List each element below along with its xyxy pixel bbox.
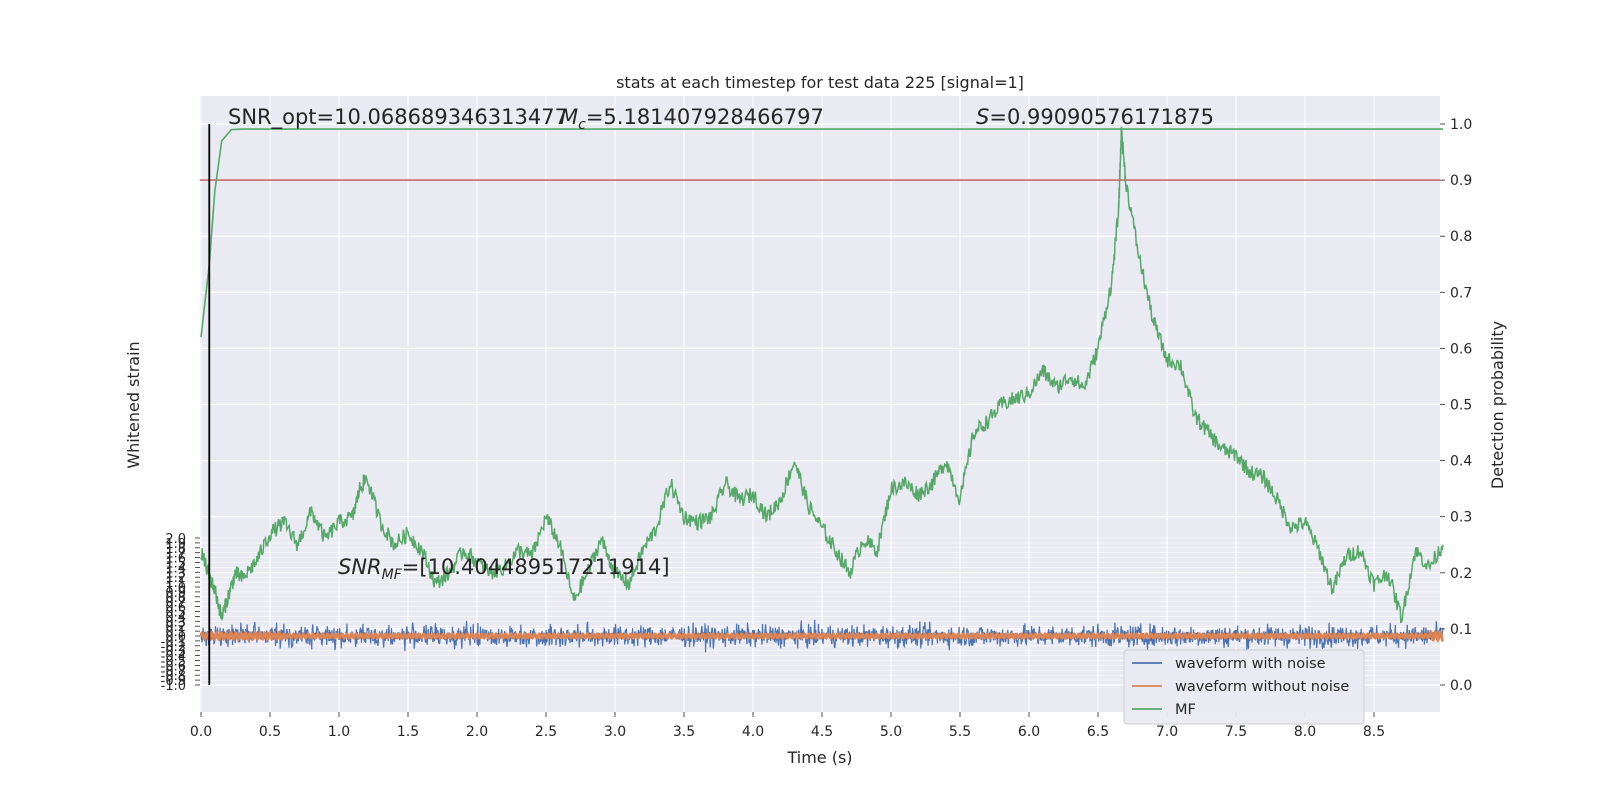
y-left-tick-label: -0.8 bbox=[161, 669, 186, 684]
chirp-mass-value: =5.181407928466797 bbox=[586, 105, 824, 129]
y-right-tick-label: 0.6 bbox=[1450, 341, 1472, 357]
snr-mf-annotation: SNRMF=[10.404489517211914] bbox=[338, 555, 670, 583]
waveform-without-noise-line bbox=[199, 629, 1444, 643]
y-left-tick-label: 0.0 bbox=[165, 630, 186, 645]
y-left-tick-label: 0.6 bbox=[165, 601, 186, 616]
y-right-tick-label: 0.8 bbox=[1450, 229, 1472, 245]
y-left-tick-label: -0.2 bbox=[161, 640, 186, 655]
y-left-tick-label: 1.1 bbox=[165, 576, 186, 591]
y-left-tick-label: -0.1 bbox=[161, 635, 186, 650]
x-tick-label: 3.0 bbox=[604, 724, 626, 740]
y-left-tick-label: -0.9 bbox=[161, 674, 186, 689]
y-left-tick-label: 2.0 bbox=[165, 532, 186, 547]
chirp-mass-symbol: M bbox=[560, 105, 578, 129]
x-tick-label: 8.5 bbox=[1363, 724, 1385, 740]
chirp-mass-subscript: c bbox=[578, 117, 586, 133]
axis-layer: 0.0 0.5 1.0 1.5 2.0 2.5 3.0 3.5 4.0 4.5 5.0 5.5 6.0 6… bbox=[161, 117, 1473, 740]
y-left-tick-label: 0.5 bbox=[165, 606, 186, 621]
chart-title: stats at each timestep for test data 225… bbox=[616, 73, 1024, 92]
x-tick-label: 5.0 bbox=[880, 724, 902, 740]
mf-line bbox=[200, 126, 1444, 624]
x-tick-label: 1.5 bbox=[397, 724, 419, 740]
y-left-tick-label: 1.3 bbox=[165, 566, 186, 581]
x-tick-label: 2.0 bbox=[466, 724, 488, 740]
y-left-tick-label: 0.1 bbox=[165, 625, 186, 640]
y-right-tick-label: 0.0 bbox=[1450, 678, 1472, 694]
x-tick-label: 4.0 bbox=[742, 724, 764, 740]
y-left-tick-label: 0.2 bbox=[165, 620, 186, 635]
x-axis-label: Time (s) bbox=[786, 748, 852, 767]
y-left-tick-label: 1.7 bbox=[165, 547, 186, 562]
x-tick-label: 7.0 bbox=[1156, 724, 1178, 740]
snr-opt-annotation: SNR_opt=10.068689346313477 bbox=[228, 105, 568, 130]
s-value: =0.99090576171875 bbox=[989, 105, 1214, 129]
legend-label-clean: waveform without noise bbox=[1175, 679, 1349, 695]
legend: waveform with noise waveform without noi… bbox=[1123, 649, 1365, 725]
y-left-tick-label: 1.2 bbox=[165, 571, 186, 586]
s-symbol: S bbox=[976, 105, 989, 129]
y-right-tick-label: 1.0 bbox=[1450, 117, 1472, 133]
x-tick-label: 7.5 bbox=[1225, 724, 1247, 740]
snr-mf-value: =[10.404489517211914] bbox=[402, 555, 670, 579]
y-left-tick-label: 1.0 bbox=[165, 581, 186, 596]
series-layer bbox=[199, 124, 1444, 685]
y-left-tick-label: 1.6 bbox=[165, 552, 186, 567]
y-left-tick-label: 1.9 bbox=[165, 537, 186, 552]
y-right-tick-label: 0.5 bbox=[1450, 398, 1472, 414]
x-tick-label: 6.5 bbox=[1087, 724, 1109, 740]
y-left-tick-label: 0.3 bbox=[165, 615, 186, 630]
snr-mf-symbol: SNR bbox=[338, 555, 382, 579]
y-left-tick-label: -1.0 bbox=[161, 679, 186, 694]
y-left-tick-label: -0.6 bbox=[161, 659, 186, 674]
y-left-tick-label: 0.9 bbox=[165, 586, 186, 601]
y-left-tick-label: -0.7 bbox=[161, 664, 186, 679]
y-left-tick-label: 1.4 bbox=[165, 561, 186, 576]
x-tick-label: 0.5 bbox=[259, 724, 281, 740]
y-left-tick-label: 1.8 bbox=[165, 542, 186, 557]
chirp-mass-annotation: Mc=5.181407928466797 bbox=[560, 105, 824, 133]
y-left-tick-label: -0.3 bbox=[161, 645, 186, 660]
y-right-tick-label: 0.4 bbox=[1450, 454, 1472, 470]
y-right-tick-label: 0.9 bbox=[1450, 173, 1472, 189]
y-right-tick-label: 0.3 bbox=[1450, 510, 1472, 526]
x-tick-label: 4.5 bbox=[811, 724, 833, 740]
snr-mf-subscript: MF bbox=[382, 567, 403, 583]
legend-frame bbox=[1123, 649, 1365, 725]
y-left-tick-label: -0.5 bbox=[161, 655, 186, 670]
y-left-tick-label: 0.7 bbox=[165, 596, 186, 611]
y-right-tick-label: 0.7 bbox=[1450, 285, 1472, 301]
x-tick-label: 5.5 bbox=[949, 724, 971, 740]
y-left-tick-label: 0.4 bbox=[165, 610, 186, 625]
y-left-tick-label: 0.8 bbox=[165, 591, 186, 606]
x-tick-label: 2.5 bbox=[535, 724, 557, 740]
y-left-tick-label: -0.4 bbox=[161, 650, 186, 665]
y-right-tick-label: 0.2 bbox=[1450, 566, 1472, 582]
x-tick-label: 3.5 bbox=[673, 724, 695, 740]
y-left-axis-label: Whitened strain bbox=[124, 341, 143, 468]
y-left-tick-label: 1.5 bbox=[165, 557, 186, 572]
legend-label-mf: MF bbox=[1175, 702, 1196, 718]
x-tick-label: 1.0 bbox=[328, 724, 350, 740]
y-right-axis-label: Detection probability bbox=[1488, 321, 1507, 489]
s-statistic-annotation: S=0.99090576171875 bbox=[976, 105, 1214, 129]
x-tick-label: 6.0 bbox=[1018, 724, 1040, 740]
x-tick-label: 0.0 bbox=[190, 724, 212, 740]
y-right-tick-label: 0.1 bbox=[1450, 622, 1472, 638]
x-tick-label: 8.0 bbox=[1294, 724, 1316, 740]
legend-label-noise: waveform with noise bbox=[1175, 656, 1326, 672]
